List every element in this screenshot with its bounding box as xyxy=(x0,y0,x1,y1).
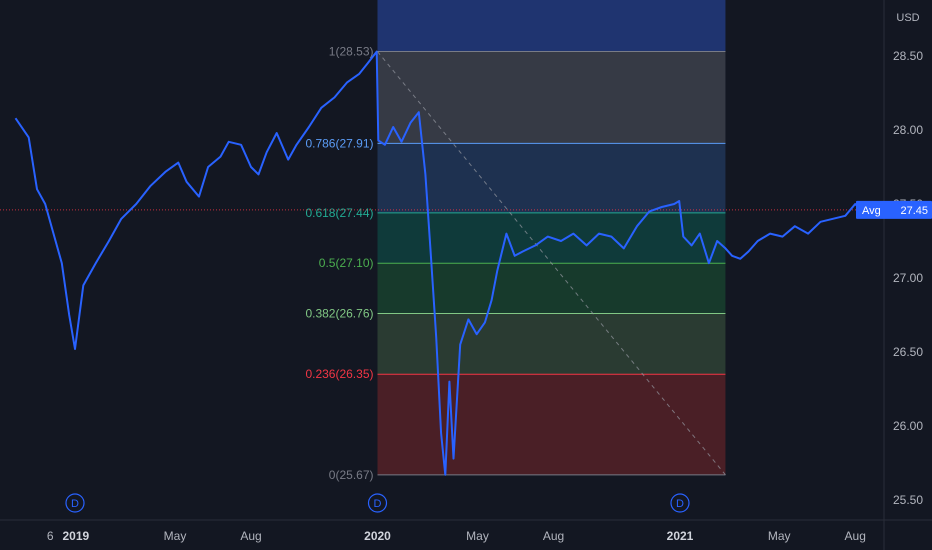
fib-zone xyxy=(377,374,726,475)
fib-zone xyxy=(377,51,726,144)
fib-level-label: 0.618(27.44) xyxy=(305,206,373,220)
x-tick-label: 2019 xyxy=(62,529,89,543)
x-tick-label: May xyxy=(466,529,489,543)
fib-zone xyxy=(377,263,726,314)
fib-trend-line xyxy=(377,51,726,476)
x-tick-label: May xyxy=(768,529,791,543)
y-tick-label: 25.50 xyxy=(893,493,923,507)
x-axis[interactable]: 6 2019 May Aug 2020 May Aug 2021 May Aug xyxy=(47,529,866,543)
fibonacci-retracement[interactable]: 1(28.53) 0.786(27.91) 0.618(27.44) 0.5(27.1… xyxy=(305,0,726,482)
x-tick-label: May xyxy=(164,529,187,543)
x-tick-label: 2021 xyxy=(667,529,694,543)
avg-badge-value: 27.45 xyxy=(900,205,928,217)
x-tick-label: 2020 xyxy=(364,529,391,543)
x-tick-label: 6 xyxy=(47,529,54,543)
y-axis-unit: USD xyxy=(896,12,919,24)
y-tick-label: 27.00 xyxy=(893,271,923,285)
y-tick-label: 26.00 xyxy=(893,419,923,433)
fib-trend-line xyxy=(377,51,726,476)
avg-badge-label: Avg xyxy=(862,205,881,217)
avg-badge-bg xyxy=(856,200,932,219)
fib-level-label: 0.236(26.35) xyxy=(305,367,373,381)
fib-zone xyxy=(377,143,726,213)
x-tick-label: Aug xyxy=(240,529,261,543)
fib-zone xyxy=(377,313,726,375)
fib-level-label: 0(25.67) xyxy=(329,468,374,482)
x-tick-label: Aug xyxy=(543,529,564,543)
fib-level-label: 1(28.53) xyxy=(329,45,374,59)
y-tick-label: 26.50 xyxy=(893,345,923,359)
fib-level-label: 0.786(27.91) xyxy=(305,136,373,150)
series-line xyxy=(14,50,864,476)
avg-badge: Avg 27.45 xyxy=(856,200,932,219)
dividend-marker xyxy=(65,493,85,513)
x-tick-label: Aug xyxy=(845,529,866,543)
price-series xyxy=(14,50,864,476)
fib-level-label: 0.382(26.76) xyxy=(305,307,373,321)
dividend-marker-label: D xyxy=(374,498,382,510)
dividend-marker xyxy=(367,493,388,513)
fib-zone-top xyxy=(377,0,726,52)
dividend-marker-label: D xyxy=(676,498,684,510)
dividend-marker-label: D xyxy=(71,498,79,510)
fib-level-label: 0.5(27.10) xyxy=(319,256,374,270)
y-tick-label: 28.00 xyxy=(893,123,923,137)
dividend-marker xyxy=(670,493,690,513)
y-tick-label: 28.50 xyxy=(893,49,923,63)
